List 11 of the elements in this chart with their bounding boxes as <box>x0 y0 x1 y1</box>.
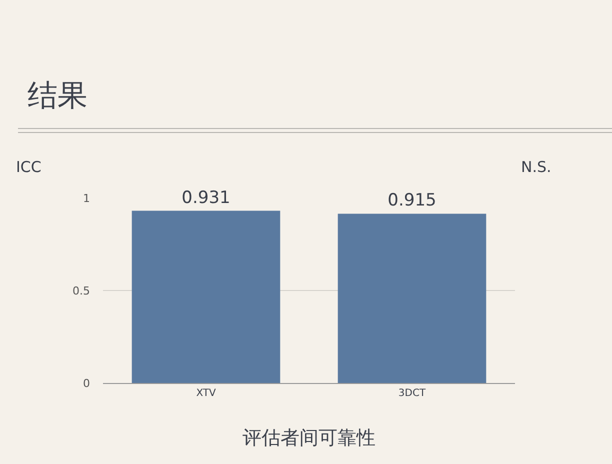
y-tick-label: 0 <box>83 376 90 390</box>
y-tick-label: 0.5 <box>72 284 90 298</box>
x-axis-title: 评估者间可靠性 <box>242 426 376 449</box>
data-label: 0.915 <box>388 190 436 211</box>
x-tick-label: XTV <box>196 388 216 399</box>
x-tick-label: 3DCT <box>398 388 426 399</box>
data-label: 0.931 <box>182 188 230 208</box>
text: N.S. <box>521 158 552 176</box>
y-axis-title: ICC <box>16 158 42 176</box>
chart-title: 结果 <box>28 78 88 114</box>
y-tick-label: 1 <box>83 192 90 205</box>
